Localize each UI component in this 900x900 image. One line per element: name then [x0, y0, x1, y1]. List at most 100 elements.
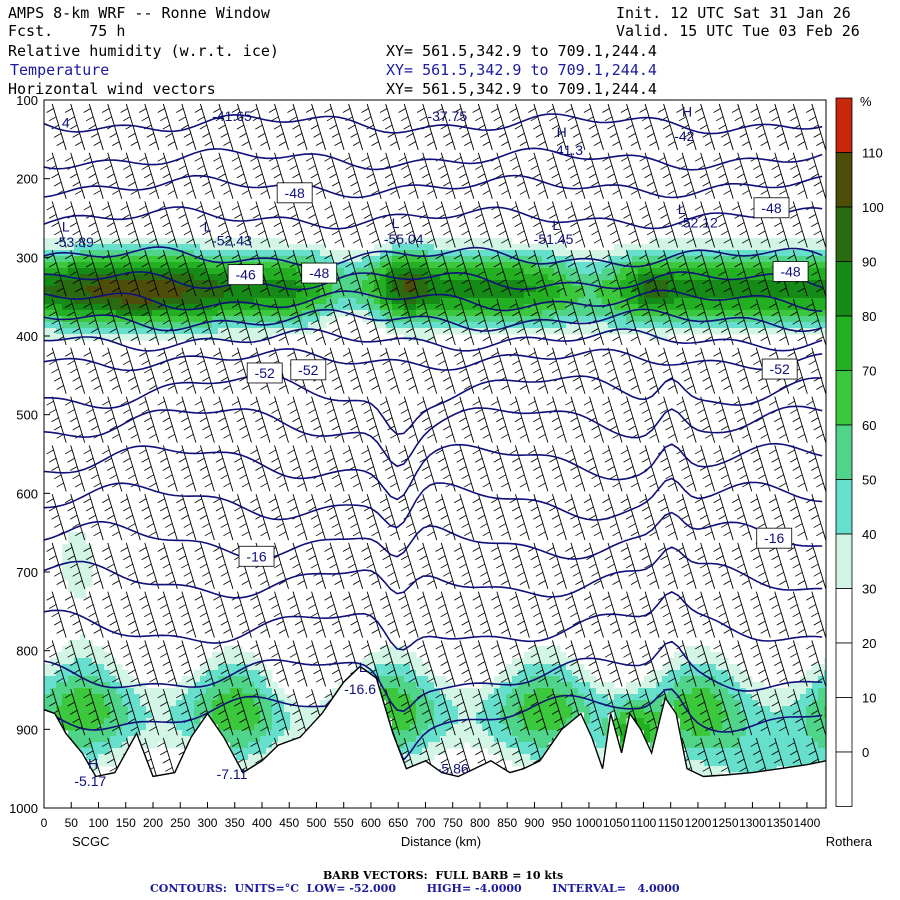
rh-cell — [758, 694, 765, 701]
rh-cell — [572, 670, 579, 677]
rh-cell — [578, 274, 585, 281]
rh-cell — [116, 328, 123, 335]
rh-cell — [692, 724, 699, 731]
rh-cell — [224, 682, 231, 689]
rh-cell — [674, 262, 681, 269]
rh-cell — [74, 736, 81, 743]
rh-cell — [512, 736, 519, 743]
rh-cell — [344, 274, 351, 281]
rh-cell — [752, 298, 759, 305]
rh-cell — [440, 262, 447, 269]
rh-cell — [716, 658, 723, 665]
rh-cell — [80, 310, 87, 317]
wind-barb-tick — [218, 661, 226, 666]
rh-cell — [806, 712, 813, 719]
rh-cell — [554, 250, 561, 257]
wind-barb-tick — [176, 498, 184, 504]
rh-cell — [602, 736, 609, 743]
rh-cell — [380, 262, 387, 269]
wind-barb — [218, 689, 234, 736]
wind-barb-tick — [234, 409, 242, 414]
rh-cell — [632, 244, 639, 251]
rh-cell — [728, 682, 735, 689]
rh-cell — [74, 538, 81, 545]
wind-barb — [162, 591, 178, 638]
wind-barb — [162, 103, 178, 151]
rh-cell — [806, 304, 813, 311]
rh-cell — [434, 310, 441, 317]
rh-cell — [818, 262, 825, 269]
rh-cell — [608, 250, 615, 257]
wind-barb-tick — [313, 181, 321, 187]
rh-cell — [86, 658, 93, 665]
rh-cell — [446, 298, 453, 305]
rh-cell — [134, 298, 141, 305]
rh-cell — [452, 280, 459, 287]
rh-cell — [518, 670, 525, 677]
rh-cell — [212, 334, 219, 341]
rh-cell — [140, 304, 147, 311]
rh-cell — [200, 298, 207, 305]
wind-barb — [199, 640, 215, 687]
rh-cell — [818, 304, 825, 311]
wind-barb-tick — [315, 238, 324, 244]
rh-cell — [284, 736, 291, 743]
rh-cell — [224, 334, 231, 341]
wind-barb — [181, 201, 197, 248]
rh-cell — [92, 292, 99, 299]
wind-barb-tick — [139, 449, 147, 455]
rh-cell — [716, 724, 723, 731]
rh-cell — [338, 256, 345, 263]
rh-cell — [812, 724, 819, 731]
wind-barb-tick — [125, 514, 133, 520]
rh-cell — [152, 742, 159, 749]
wind-barb-tick — [183, 328, 192, 333]
rh-cell — [560, 310, 567, 317]
rh-cell — [686, 280, 693, 287]
rh-cell — [530, 256, 537, 263]
wind-barb-tick — [130, 238, 138, 244]
wind-barb-tick — [165, 133, 173, 138]
rh-cell — [662, 688, 669, 695]
rh-cell — [422, 316, 429, 323]
wind-barb-tick — [218, 417, 226, 423]
rh-cell — [362, 292, 369, 299]
rh-cell — [740, 712, 747, 719]
rh-cell — [74, 712, 81, 719]
rh-cell — [632, 310, 639, 317]
rh-cell — [746, 706, 753, 713]
rh-cell — [98, 664, 105, 671]
rh-cell — [386, 250, 393, 257]
rh-cell — [560, 286, 567, 293]
rh-cell — [170, 730, 177, 737]
rh-cell — [164, 298, 171, 305]
rh-cell — [704, 700, 711, 707]
wind-barb-tick — [234, 506, 242, 512]
wind-barb-tick — [273, 466, 282, 471]
rh-cell — [230, 286, 237, 293]
rh-cell — [236, 286, 243, 293]
rh-cell — [260, 718, 267, 725]
rh-cell — [278, 316, 285, 323]
rh-cell — [758, 316, 765, 323]
rh-cell — [308, 316, 315, 323]
rh-cell — [128, 244, 135, 251]
rh-cell — [476, 700, 483, 707]
rh-cell — [518, 322, 525, 329]
rh-cell — [752, 706, 759, 713]
wind-barb-tick — [276, 279, 284, 285]
rh-cell — [542, 268, 549, 275]
wind-barb — [199, 396, 215, 443]
rh-cell — [62, 310, 69, 317]
rh-cell — [452, 250, 459, 257]
rh-cell — [440, 688, 447, 695]
rh-cell — [470, 688, 477, 695]
rh-cell — [458, 706, 465, 713]
rh-cell — [500, 742, 507, 749]
rh-cell — [248, 652, 255, 659]
rh-cell — [62, 274, 69, 281]
rh-cell — [368, 256, 375, 263]
rh-cell — [116, 310, 123, 317]
wind-barb-tick — [278, 580, 287, 585]
rh-cell — [734, 742, 741, 749]
